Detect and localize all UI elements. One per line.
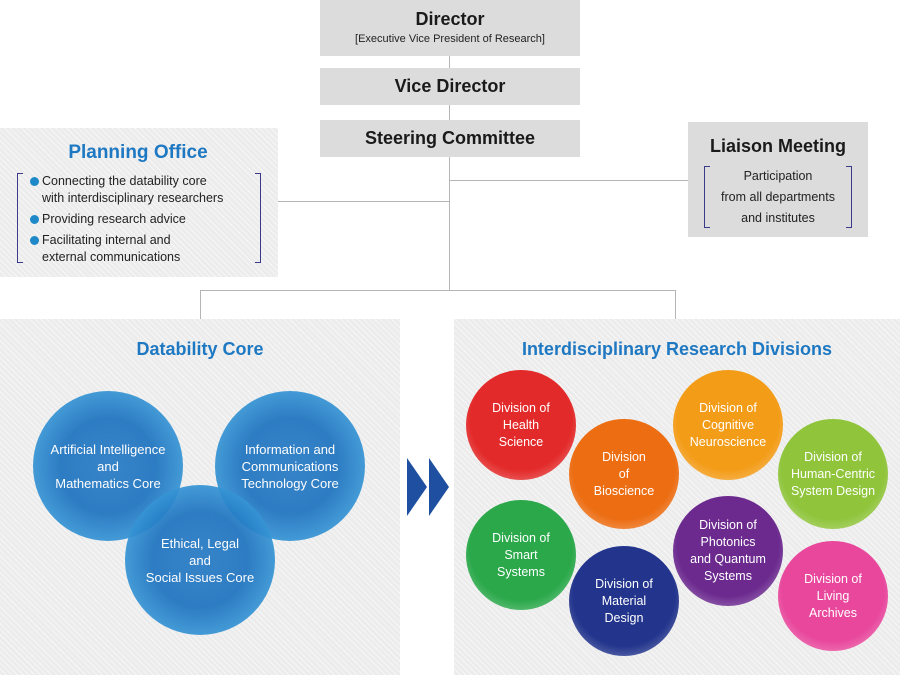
connector-line <box>200 290 201 319</box>
division-photonics-quantum-systems: Division of Photonics and Quantum System… <box>673 496 783 606</box>
list-item: Providing research advice <box>30 211 223 228</box>
steering-committee-title: Steering Committee <box>364 128 536 148</box>
vice-director-box: Vice Director <box>320 68 580 105</box>
liaison-meeting-body: Participation from all departments and i… <box>721 169 835 225</box>
division-material-design: Division of Material Design <box>569 546 679 656</box>
division-health-science: Division of Health Science <box>466 370 576 480</box>
division-human-centric-system-design: Division of Human-Centric System Design <box>778 419 888 529</box>
connector-line <box>200 290 676 291</box>
director-box: Director [Executive Vice President of Re… <box>320 0 580 56</box>
bracket-left <box>704 166 710 228</box>
division-smart-systems: Division of Smart Systems <box>466 500 576 610</box>
bracket-left <box>17 173 23 263</box>
list-item: Facilitating internal and external commu… <box>30 232 223 266</box>
liaison-meeting-box: Liaison Meeting Participation from all d… <box>688 122 868 237</box>
double-chevron-right-icon <box>407 458 449 516</box>
connector-line <box>675 290 676 319</box>
list-item-text: Connecting the datability core with inte… <box>42 174 224 205</box>
elsi-core-circle: Ethical, Legal and Social Issues Core <box>125 485 275 635</box>
connector-line <box>450 180 688 181</box>
planning-office-title: Planning Office <box>68 142 208 163</box>
bullet-icon <box>30 236 39 245</box>
planning-office-box: Planning Office Connecting the databilit… <box>0 128 278 277</box>
list-item-text: Facilitating internal and external commu… <box>42 233 181 264</box>
division-living-archives: Division of Living Archives <box>778 541 888 651</box>
interdisciplinary-divisions-title: Interdisciplinary Research Divisions <box>521 339 833 359</box>
bracket-right <box>846 166 852 228</box>
director-subtitle: [Executive Vice President of Research] <box>355 33 545 45</box>
interdisciplinary-divisions-panel: Interdisciplinary Research Divisions Div… <box>454 319 900 675</box>
planning-office-list: Connecting the datability core with inte… <box>30 173 223 270</box>
division-cognitive-neuroscience: Division of Cognitive Neuroscience <box>673 370 783 480</box>
list-item-text: Providing research advice <box>42 212 186 226</box>
steering-committee-box: Steering Committee <box>320 120 580 157</box>
bullet-icon <box>30 215 39 224</box>
datability-core-title: Datability Core <box>136 339 264 359</box>
vice-director-title: Vice Director <box>394 76 506 96</box>
liaison-meeting-title: Liaison Meeting <box>709 136 846 156</box>
director-title: Director <box>415 9 485 29</box>
list-item: Connecting the datability core with inte… <box>30 173 223 207</box>
division-bioscience: Division of Bioscience <box>569 419 679 529</box>
connector-line <box>278 201 450 202</box>
bullet-icon <box>30 177 39 186</box>
bracket-right <box>255 173 261 263</box>
datability-core-panel: Datability Core Artificial Intelligence … <box>0 319 400 675</box>
connector-line <box>449 56 450 290</box>
